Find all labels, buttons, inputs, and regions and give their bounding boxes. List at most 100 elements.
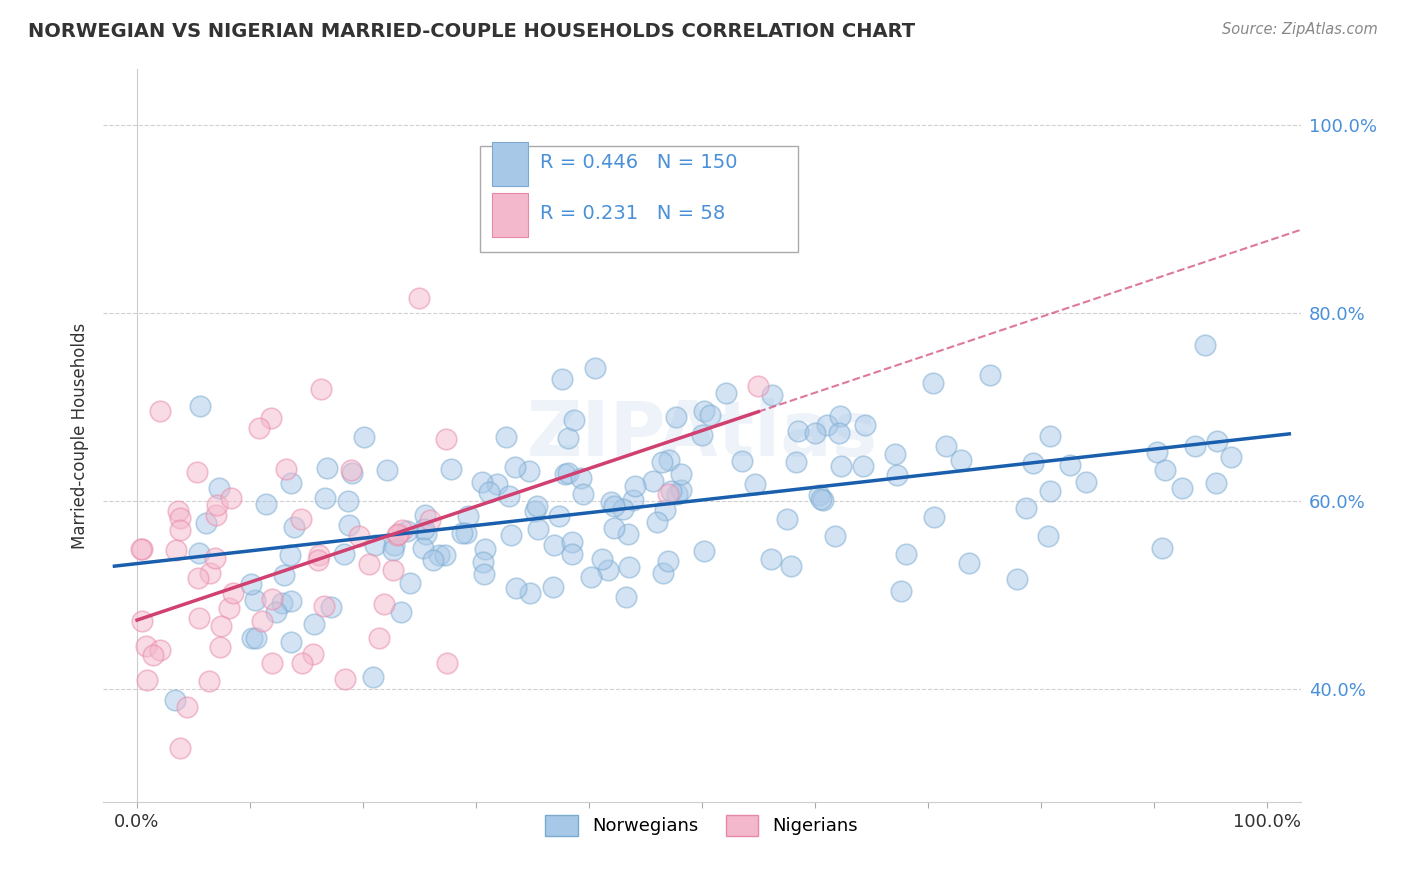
- Point: [457, 509, 479, 524]
- Point: [245, 631, 267, 645]
- Point: [342, 466, 364, 480]
- Point: [979, 368, 1001, 383]
- Point: [353, 430, 375, 444]
- Point: [219, 491, 242, 505]
- Point: [599, 494, 621, 508]
- Point: [218, 601, 240, 615]
- Point: [612, 502, 634, 516]
- Point: [731, 454, 754, 468]
- Point: [785, 454, 807, 468]
- Legend: Norwegians, Nigerians: Norwegians, Nigerians: [537, 805, 868, 845]
- Point: [337, 517, 360, 532]
- Point: [1205, 434, 1227, 449]
- Text: Source: ZipAtlas.com: Source: ZipAtlas.com: [1222, 22, 1378, 37]
- Point: [387, 526, 409, 541]
- Point: [273, 568, 295, 582]
- Point: [643, 475, 665, 489]
- Point: [422, 553, 444, 567]
- Point: [1194, 337, 1216, 351]
- Point: [517, 464, 540, 478]
- Point: [315, 460, 337, 475]
- Point: [883, 447, 905, 461]
- Point: [169, 740, 191, 755]
- Point: [716, 385, 738, 400]
- Point: [333, 547, 356, 561]
- Point: [243, 593, 266, 607]
- Point: [262, 591, 284, 606]
- Point: [129, 542, 152, 557]
- Point: [280, 476, 302, 491]
- Point: [485, 476, 508, 491]
- Point: [572, 486, 595, 500]
- Point: [603, 520, 626, 534]
- Point: [434, 432, 457, 446]
- Point: [657, 487, 679, 501]
- Point: [188, 399, 211, 413]
- FancyBboxPatch shape: [481, 145, 797, 252]
- Point: [665, 410, 688, 425]
- Point: [319, 600, 342, 615]
- Point: [131, 834, 153, 848]
- Point: [853, 417, 876, 432]
- Point: [186, 465, 208, 479]
- Point: [808, 487, 831, 501]
- Point: [547, 509, 569, 524]
- Point: [624, 479, 647, 493]
- Point: [368, 631, 391, 645]
- Point: [434, 548, 457, 562]
- Point: [471, 475, 494, 489]
- Point: [314, 599, 336, 613]
- Point: [775, 512, 797, 526]
- Point: [543, 538, 565, 552]
- Point: [519, 586, 541, 600]
- Point: [890, 584, 912, 599]
- Point: [382, 538, 405, 552]
- Point: [815, 418, 838, 433]
- Point: [787, 424, 810, 438]
- Point: [208, 640, 231, 655]
- Point: [498, 489, 520, 503]
- Point: [744, 477, 766, 491]
- Point: [205, 499, 228, 513]
- Point: [699, 408, 721, 422]
- Point: [1074, 475, 1097, 489]
- Point: [852, 459, 875, 474]
- Point: [364, 538, 387, 552]
- Point: [1014, 500, 1036, 515]
- Point: [363, 670, 385, 684]
- Point: [886, 467, 908, 482]
- Point: [283, 519, 305, 533]
- Point: [373, 597, 395, 611]
- Point: [290, 656, 312, 670]
- Point: [666, 486, 689, 500]
- Point: [149, 403, 172, 417]
- Point: [1059, 458, 1081, 473]
- Point: [824, 529, 846, 543]
- Point: [337, 494, 360, 508]
- Point: [1220, 450, 1243, 465]
- Point: [499, 528, 522, 542]
- Point: [693, 403, 716, 417]
- Point: [391, 524, 413, 538]
- Point: [811, 493, 834, 508]
- Point: [314, 491, 336, 505]
- Point: [658, 453, 681, 467]
- Point: [761, 388, 783, 402]
- Point: [949, 452, 972, 467]
- Point: [614, 590, 637, 604]
- Point: [1205, 476, 1227, 491]
- Point: [197, 673, 219, 688]
- Point: [131, 614, 153, 628]
- Point: [302, 616, 325, 631]
- Point: [617, 526, 640, 541]
- Point: [645, 515, 668, 529]
- Point: [652, 566, 675, 580]
- Point: [240, 632, 263, 646]
- Point: [271, 596, 294, 610]
- Point: [924, 509, 946, 524]
- Point: [176, 700, 198, 714]
- Point: [436, 657, 458, 671]
- Point: [562, 413, 585, 427]
- Point: [651, 454, 673, 468]
- Point: [1022, 456, 1045, 470]
